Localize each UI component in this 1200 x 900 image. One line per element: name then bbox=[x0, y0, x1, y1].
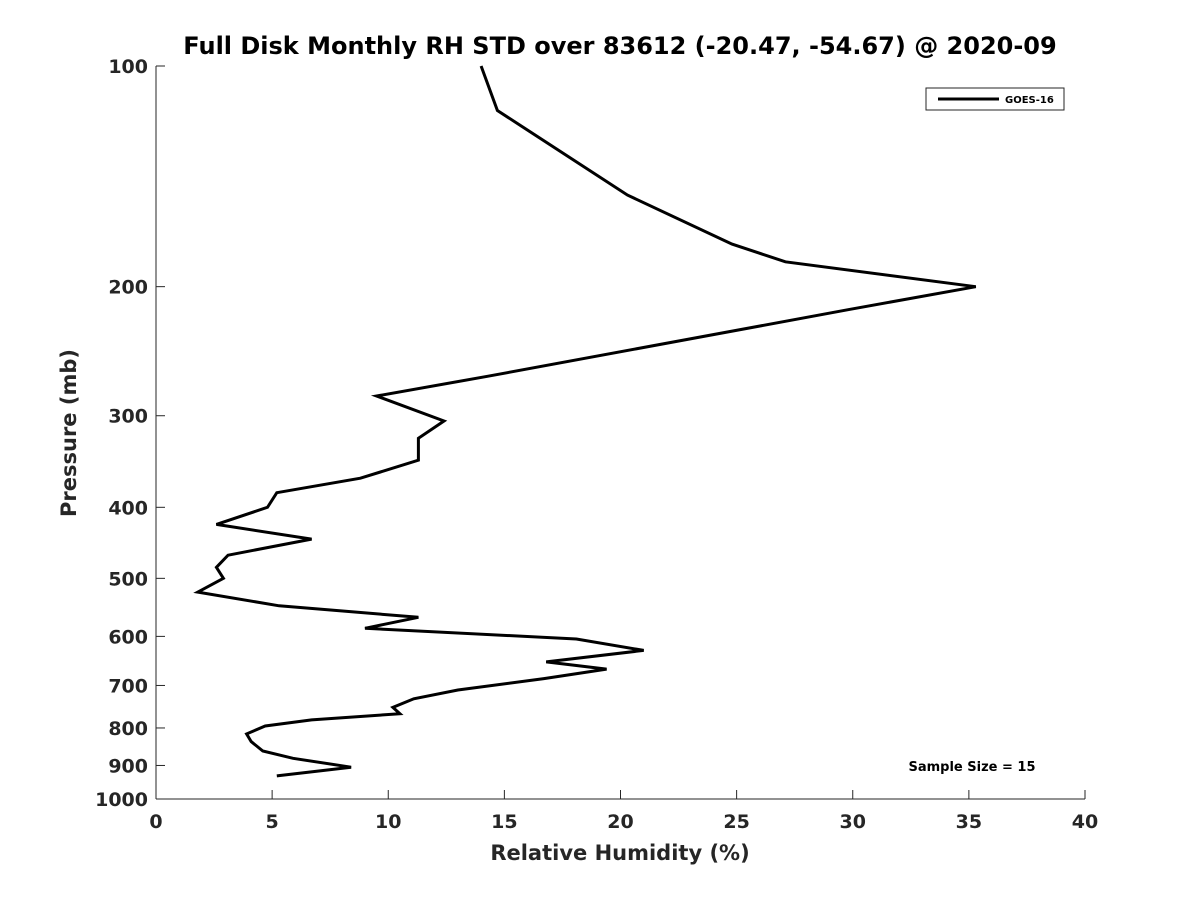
x-tick-label: 15 bbox=[491, 811, 517, 833]
x-tick-label: 20 bbox=[607, 811, 633, 833]
y-tick-label: 1000 bbox=[95, 789, 148, 811]
x-tick-label: 35 bbox=[956, 811, 982, 833]
y-axis-ticks: 100 200 300 400 500 600 700 800 900 1000 bbox=[95, 56, 165, 811]
x-tick-label: 30 bbox=[840, 811, 866, 833]
y-tick-label: 400 bbox=[108, 497, 148, 519]
legend: GOES-16 bbox=[925, 87, 1065, 111]
y-tick-label: 800 bbox=[108, 718, 148, 740]
x-tick-label: 40 bbox=[1072, 811, 1098, 833]
y-tick-label: 300 bbox=[108, 406, 148, 428]
y-tick-label: 700 bbox=[108, 675, 148, 697]
x-tick-label: 10 bbox=[375, 811, 401, 833]
series-line-goes-16 bbox=[193, 65, 977, 778]
x-axis-ticks: 0 5 10 15 20 25 30 35 40 bbox=[149, 790, 1098, 833]
y-tick-label: 900 bbox=[108, 755, 148, 777]
y-tick-label: 100 bbox=[108, 56, 148, 78]
y-tick-label: 600 bbox=[108, 626, 148, 648]
x-axis-label: Relative Humidity (%) bbox=[490, 841, 749, 865]
legend-entry-goes-16: GOES-16 bbox=[1005, 95, 1054, 106]
chart-title: Full Disk Monthly RH STD over 83612 (-20… bbox=[183, 32, 1056, 60]
x-tick-label: 25 bbox=[723, 811, 749, 833]
x-tick-label: 5 bbox=[266, 811, 279, 833]
series-layer bbox=[193, 65, 977, 778]
sample-size-annotation: Sample Size = 15 bbox=[908, 760, 1035, 775]
y-tick-label: 500 bbox=[108, 568, 148, 590]
y-axis-label: Pressure (mb) bbox=[57, 349, 81, 517]
plot-background bbox=[156, 66, 1085, 799]
x-tick-label: 0 bbox=[149, 811, 162, 833]
y-tick-label: 200 bbox=[108, 277, 148, 299]
